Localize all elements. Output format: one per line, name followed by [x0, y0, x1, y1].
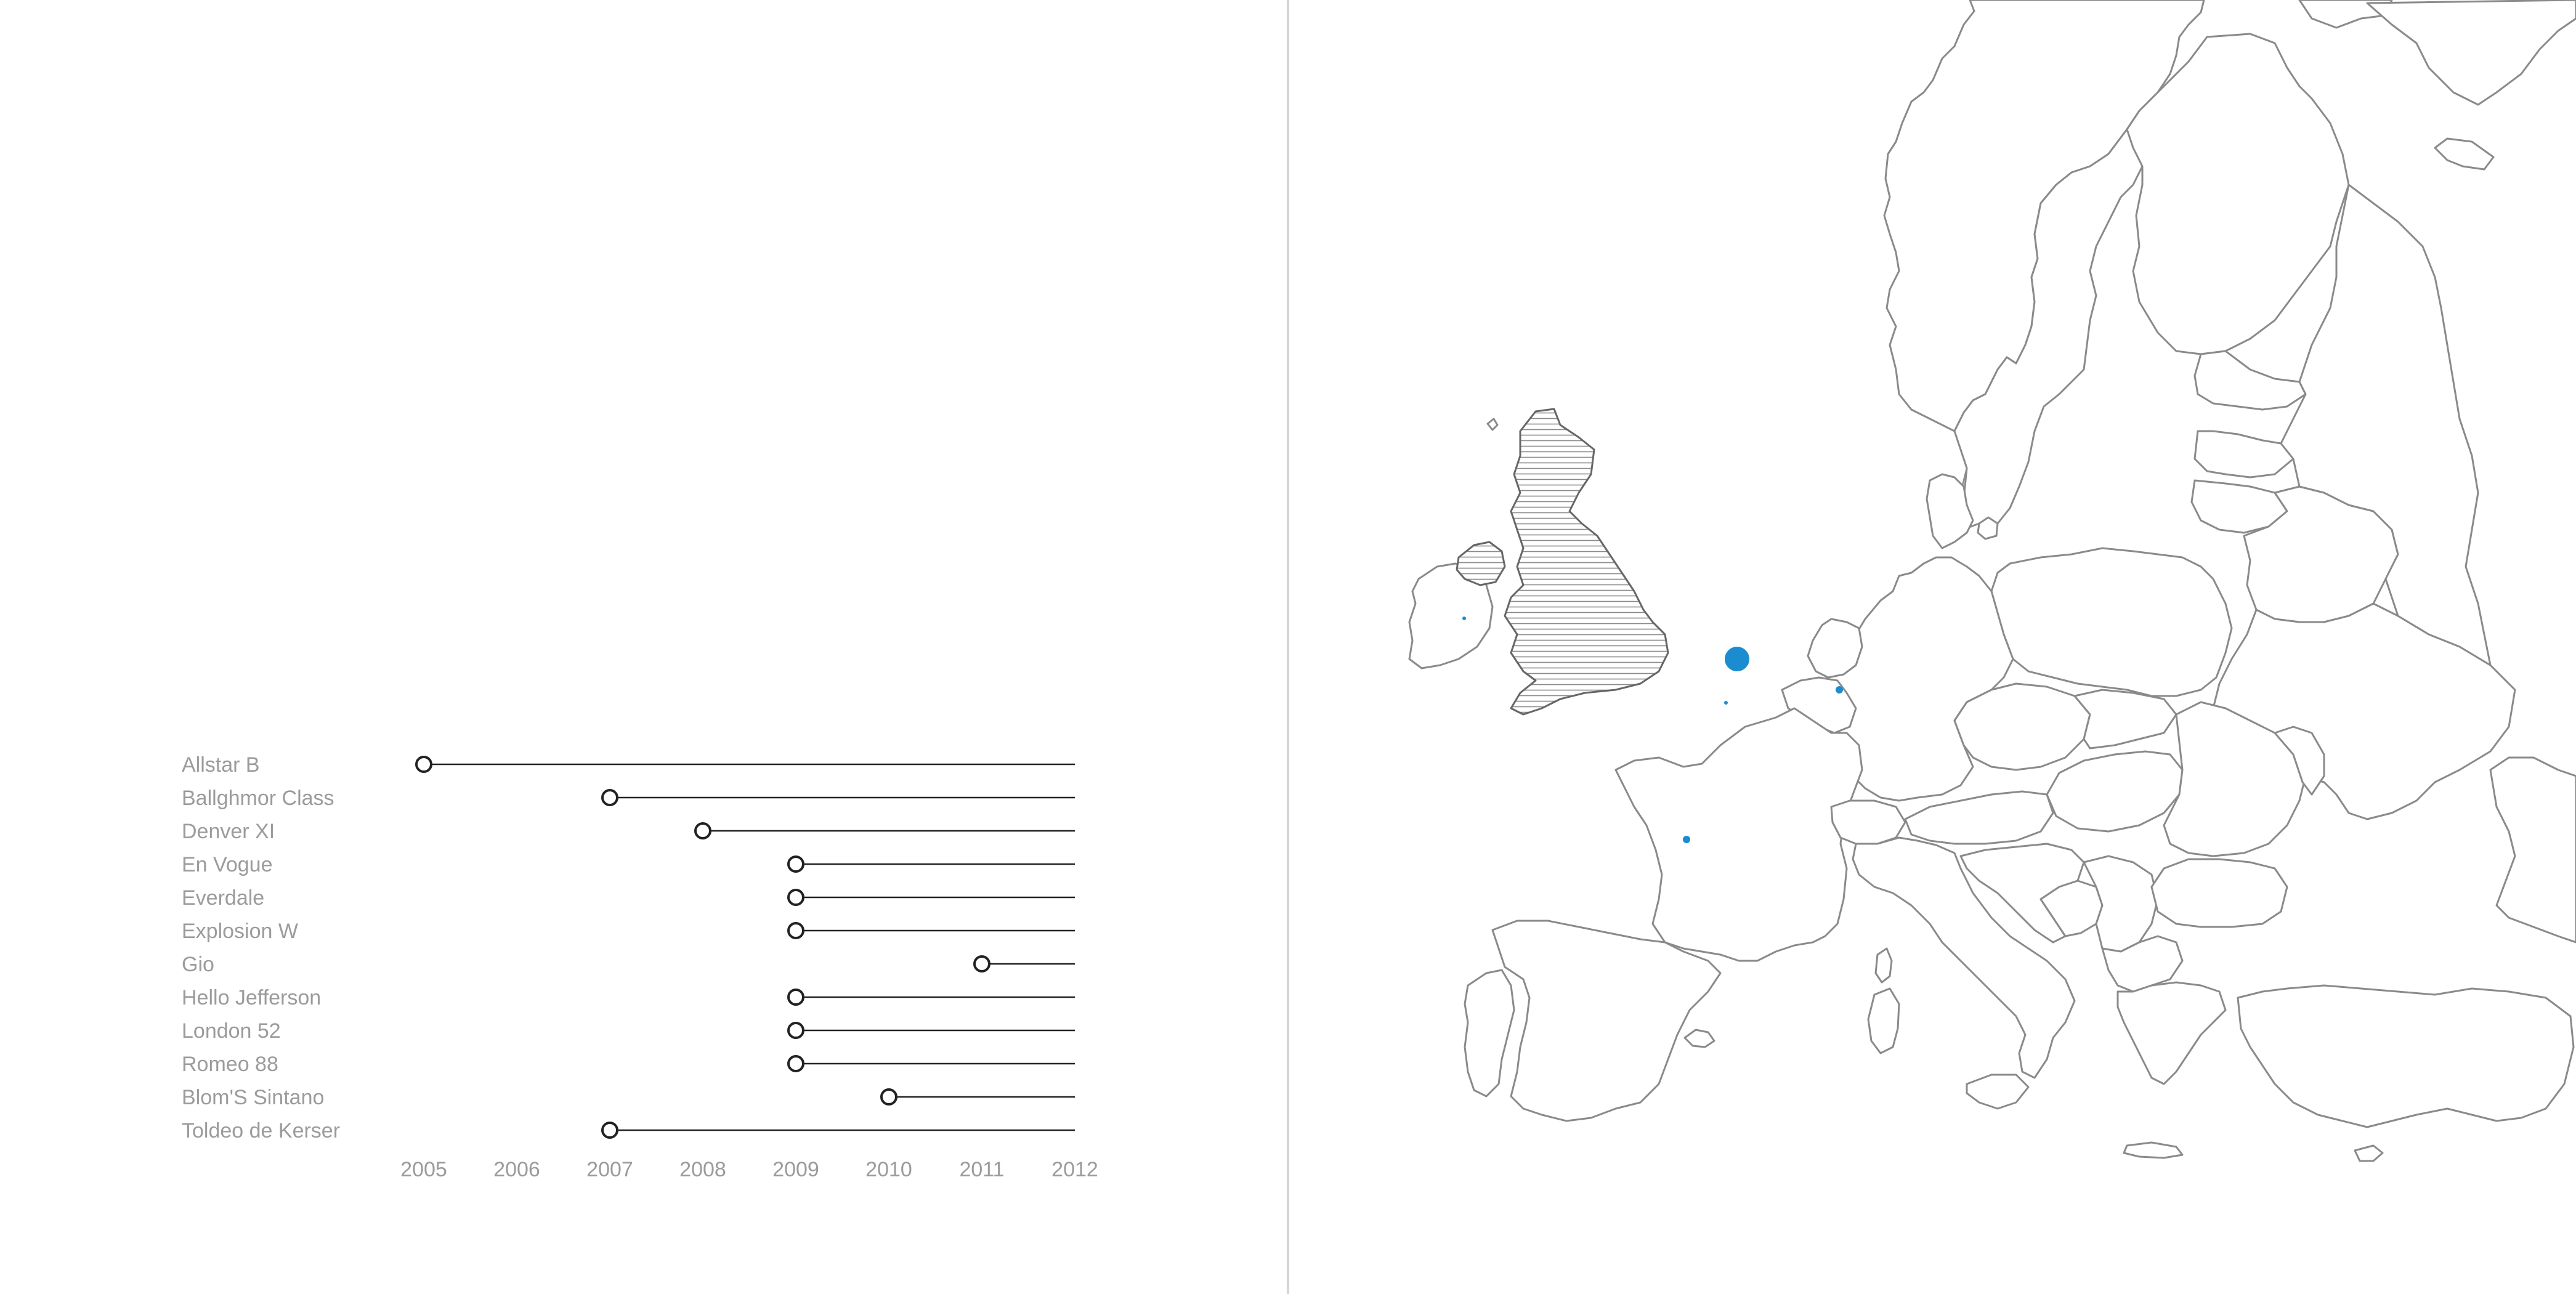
- timeline-row-label: Hello Jefferson: [182, 986, 321, 1009]
- timeline-row: London 52: [182, 1019, 1075, 1043]
- timeline-row: Denver XI: [182, 820, 1075, 843]
- timeline-x-tick: 2005: [400, 1158, 447, 1181]
- timeline-row-label: Everdale: [182, 886, 264, 910]
- timeline-row-label: Toldeo de Kerser: [182, 1119, 340, 1142]
- map-region-russia-north[interactable]: [2298, 0, 2393, 29]
- map-region-estonia[interactable]: [2193, 350, 2307, 411]
- map-marker-netherlands[interactable]: [1725, 647, 1749, 671]
- map-region-corsica[interactable]: [1874, 947, 1893, 984]
- timeline-start-marker[interactable]: [787, 1055, 804, 1072]
- map-region-spain[interactable]: [1491, 920, 1722, 1122]
- map-region-sardinia[interactable]: [1867, 987, 1900, 1054]
- map-region-slovakia[interactable]: [2073, 689, 2177, 750]
- timeline-row-label: Blom'S Sintano: [182, 1086, 324, 1109]
- map-region-latvia[interactable]: [2193, 430, 2295, 479]
- map-region-sweden[interactable]: [1941, 128, 2144, 540]
- map-region-kola[interactable]: [2434, 137, 2495, 171]
- timeline-start-marker[interactable]: [880, 1088, 897, 1106]
- timeline-row-label: Gio: [182, 953, 214, 976]
- timeline-start-marker[interactable]: [601, 789, 618, 806]
- map-region-russia-west[interactable]: [2280, 184, 2492, 666]
- map-region-switzerland[interactable]: [1830, 799, 1906, 845]
- timeline-row: En Vogue: [182, 853, 1075, 876]
- map-region-denmark-island[interactable]: [1977, 516, 1999, 540]
- timeline-row-label: Allstar B: [182, 753, 260, 777]
- timeline-x-tick: 2006: [493, 1158, 540, 1181]
- map-region-balearic[interactable]: [1683, 1029, 1715, 1048]
- map-region-italy[interactable]: [1852, 836, 2076, 1079]
- map-region-romania[interactable]: [2163, 701, 2307, 857]
- timeline-row: Blom'S Sintano: [182, 1086, 1075, 1109]
- map-marker-belgium[interactable]: [1724, 701, 1728, 705]
- map-region-austria[interactable]: [1904, 790, 2054, 845]
- map-region-finland[interactable]: [2126, 33, 2350, 355]
- map-region-great-britain[interactable]: [1504, 408, 1669, 716]
- map-region-portugal[interactable]: [1464, 969, 1515, 1098]
- timeline-row: Everdale: [182, 886, 1075, 910]
- timeline-chart: Allstar B Ballghmor Class Denver XI En Vogu…: [182, 753, 1098, 1181]
- map-region-netherlands[interactable]: [1807, 618, 1863, 679]
- timeline-row: Gio: [182, 953, 1075, 976]
- timeline-x-tick: 2009: [772, 1158, 819, 1181]
- timeline-start-marker[interactable]: [787, 989, 804, 1006]
- map-region-denmark[interactable]: [1926, 473, 1974, 549]
- timeline-row-label: London 52: [182, 1019, 281, 1043]
- map-region-greece[interactable]: [2116, 981, 2227, 1085]
- map-region-bulgaria[interactable]: [2150, 858, 2288, 928]
- map-region-sicily[interactable]: [1966, 1074, 2030, 1110]
- map-region-caucasus[interactable]: [2489, 756, 2576, 944]
- timeline-x-tick: 2011: [959, 1158, 1004, 1181]
- map-region-crete[interactable]: [2123, 1141, 2184, 1159]
- map-marker-ireland[interactable]: [1462, 617, 1466, 620]
- map-marker-france[interactable]: [1683, 836, 1690, 843]
- timeline-row-label: Explosion W: [182, 920, 298, 943]
- timeline-start-marker[interactable]: [787, 889, 804, 906]
- timeline-row: Allstar B: [182, 753, 1075, 777]
- timeline-start-marker[interactable]: [415, 756, 432, 773]
- timeline-row: Romeo 88: [182, 1053, 1075, 1076]
- timeline-x-tick: 2007: [586, 1158, 633, 1181]
- map-region-albania-macedonia[interactable]: [2101, 935, 2184, 993]
- map-region-moldova[interactable]: [2274, 726, 2325, 796]
- timeline-x-axis: 2005 2006 2007 2008 2009 2010 2011 2012: [400, 1158, 1098, 1181]
- timeline-start-marker[interactable]: [694, 822, 711, 839]
- map-region-france[interactable]: [1614, 707, 1863, 962]
- timeline-row-label: Ballghmor Class: [182, 787, 334, 810]
- timeline-x-tick: 2008: [679, 1158, 726, 1181]
- timeline-start-marker[interactable]: [787, 1022, 804, 1039]
- timeline-row: Explosion W: [182, 920, 1075, 943]
- timeline-start-marker[interactable]: [601, 1122, 618, 1139]
- map-region-cyprus[interactable]: [2354, 1144, 2384, 1162]
- timeline-x-tick: 2012: [1051, 1158, 1098, 1181]
- panel-divider: [1287, 0, 1289, 1294]
- timeline-row-label: En Vogue: [182, 853, 272, 876]
- timeline-row: Toldeo de Kerser: [182, 1119, 1075, 1142]
- map-region-poland[interactable]: [1990, 547, 2233, 697]
- map-region-turkey[interactable]: [2237, 984, 2575, 1128]
- timeline-row-label: Denver XI: [182, 820, 275, 843]
- map-region-islet-1[interactable]: [1486, 418, 1499, 431]
- timeline-x-tick: 2010: [865, 1158, 912, 1181]
- europe-map[interactable]: [1289, 0, 2576, 1294]
- timeline-row: Hello Jefferson: [182, 986, 1075, 1009]
- timeline-row: Ballghmor Class: [182, 787, 1075, 810]
- timeline-start-marker[interactable]: [973, 955, 990, 973]
- map-region-northern-ireland[interactable]: [1456, 541, 1506, 586]
- timeline-start-marker[interactable]: [787, 922, 804, 939]
- timeline-row-label: Romeo 88: [182, 1053, 278, 1076]
- map-marker-germany[interactable]: [1836, 686, 1843, 694]
- map-region-hungary[interactable]: [2046, 750, 2184, 833]
- timeline-rows: Allstar B Ballghmor Class Denver XI En Vogu…: [182, 753, 1075, 1142]
- map-region-russia-arctic[interactable]: [2366, 0, 2576, 106]
- map-markers: [1462, 617, 1843, 843]
- timeline-start-marker[interactable]: [787, 855, 804, 873]
